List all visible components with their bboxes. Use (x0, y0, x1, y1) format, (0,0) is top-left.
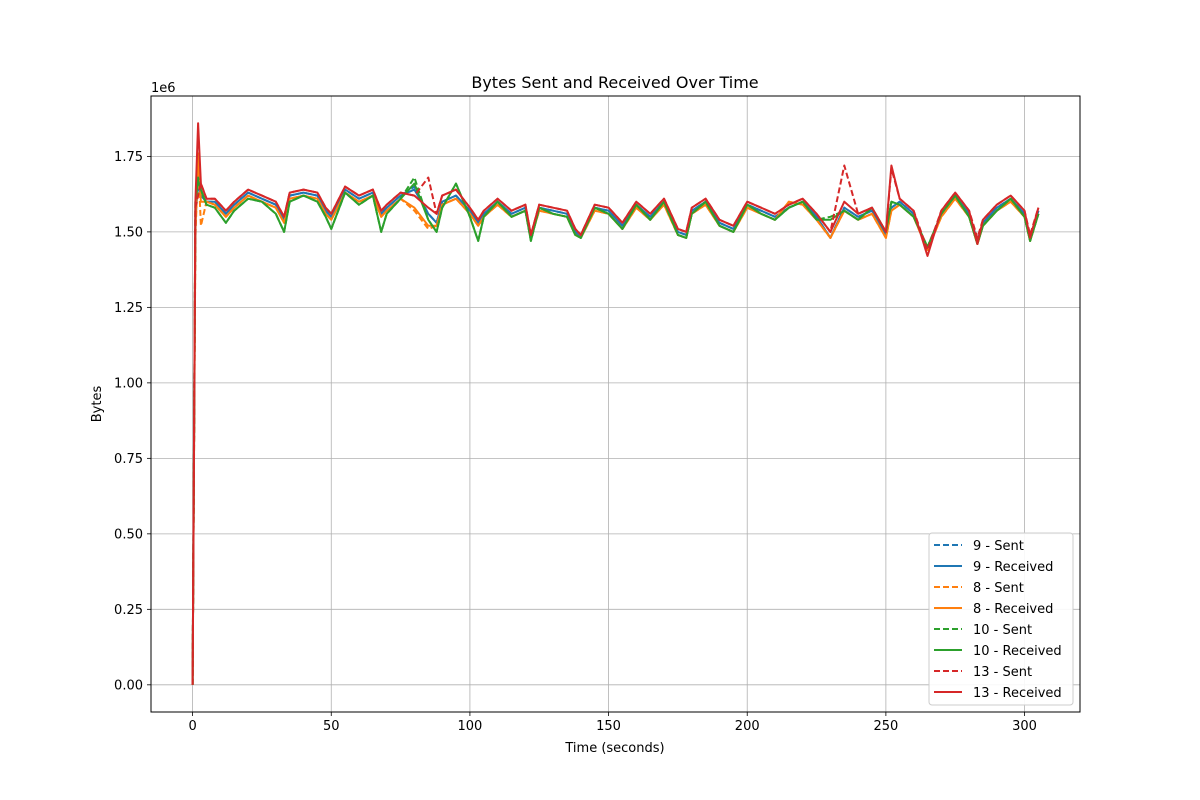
y-tick-label: 0.75 (114, 452, 143, 467)
y-tick-label: 1.50 (114, 225, 143, 240)
x-tick-label: 300 (1012, 719, 1037, 734)
y-tick-label: 1.25 (114, 301, 143, 316)
x-tick-label: 250 (873, 719, 898, 734)
x-tick-label: 100 (457, 719, 482, 734)
series-line-9-received (191, 182, 1040, 685)
x-axis-title: Time (seconds) (564, 741, 664, 756)
legend-label-13-sent: 13 - Sent (973, 665, 1032, 680)
y-tick-label: 0.00 (114, 678, 143, 693)
legend-label-9-sent: 9 - Sent (973, 539, 1024, 554)
grid (151, 96, 1080, 712)
legend-label-9-received: 9 - Received (973, 560, 1053, 575)
legend-label-13-received: 13 - Received (973, 686, 1062, 701)
legend: 9 - Sent 9 - Received 8 - Sent 8 - Received… (928, 532, 1074, 706)
series-line-10-received (191, 179, 1040, 685)
x-tick-label: 0 (188, 719, 196, 734)
y-tick-label: 0.25 (114, 603, 143, 618)
series-line-13-received (191, 122, 1040, 685)
x-tick-label: 50 (323, 719, 340, 734)
y-tick-label: 1.75 (114, 150, 143, 165)
legend-label-10-sent: 10 - Sent (973, 623, 1032, 638)
series-lines (191, 122, 1040, 685)
chart-title: Bytes Sent and Received Over Time (471, 73, 758, 92)
x-tick-label: 200 (735, 719, 760, 734)
x-axis-ticks: 0 50 100 150 200 250 300 (188, 712, 1037, 734)
legend-box (928, 532, 1074, 706)
legend-label-8-sent: 8 - Sent (973, 581, 1024, 596)
plot-frame (150, 95, 1081, 713)
y-tick-label: 0.50 (114, 527, 143, 542)
y-axis-ticks: 0.00 0.25 0.50 0.75 1.00 1.25 1.50 1.75 (114, 150, 151, 693)
y-axis-title: Bytes (90, 386, 105, 423)
x-tick-label: 150 (596, 719, 621, 734)
legend-label-8-received: 8 - Received (973, 602, 1053, 617)
legend-label-10-received: 10 - Received (973, 644, 1062, 659)
y-tick-label: 1.00 (114, 376, 143, 391)
y-offset-label: 1e6 (151, 81, 176, 96)
